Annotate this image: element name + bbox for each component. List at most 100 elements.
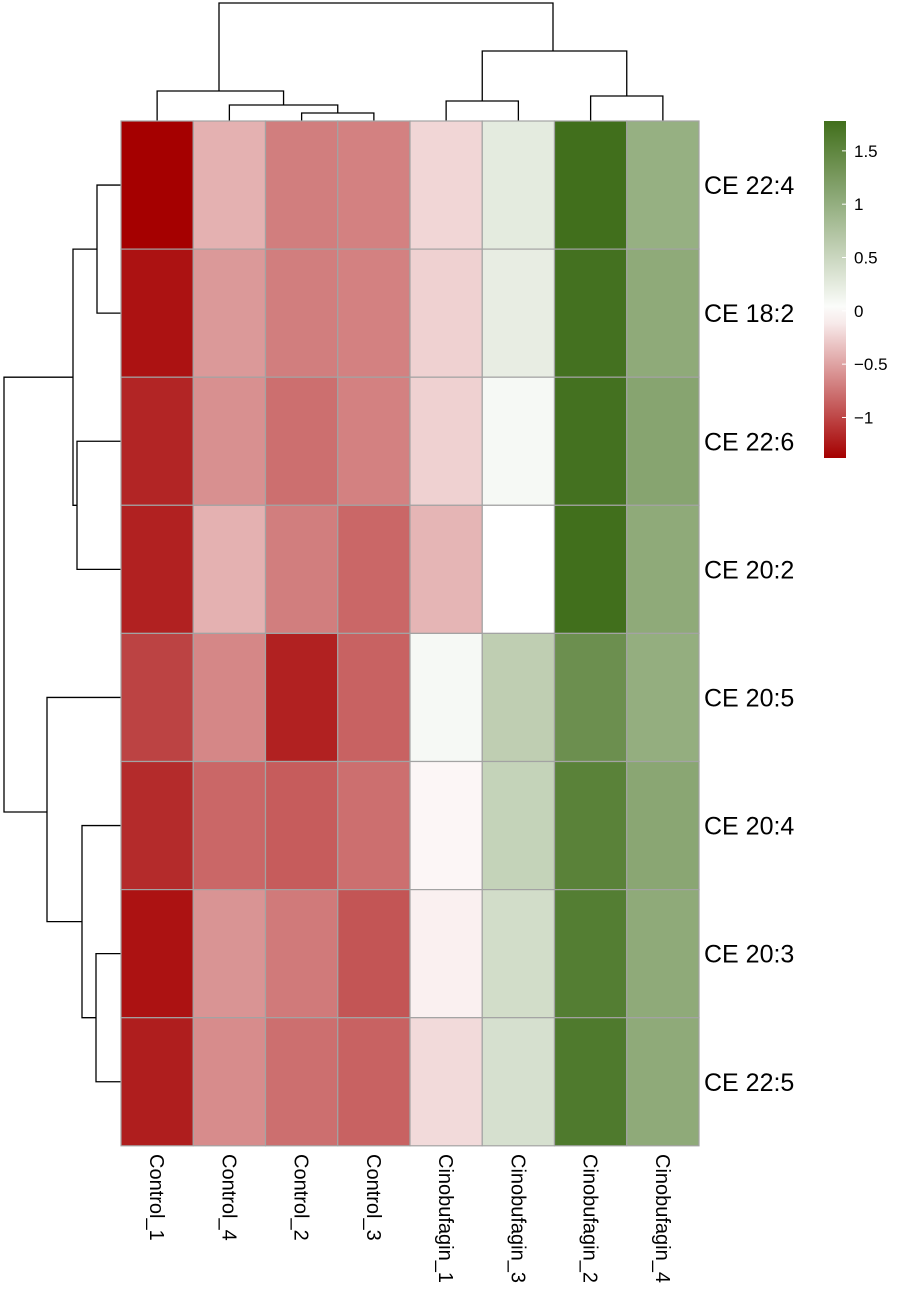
- heatmap-cell: [481, 504, 556, 634]
- heatmap-cell: [337, 888, 411, 1019]
- heatmap-cell: [626, 504, 700, 634]
- heatmap-cell: [120, 376, 194, 506]
- heatmap-cell: [626, 632, 700, 763]
- heatmap-cell: [626, 888, 700, 1019]
- heatmap-cell: [120, 504, 194, 634]
- heatmap-cell: [264, 760, 339, 891]
- heatmap-cell: [481, 376, 556, 506]
- dendrogram-branch: [589, 95, 664, 121]
- legend-tick-label: 0: [854, 302, 863, 321]
- heatmap-cell: [481, 248, 556, 378]
- heatmap-cell: [481, 1017, 556, 1147]
- heatmap-cell: [264, 504, 339, 634]
- heatmap-cell: [120, 632, 194, 763]
- heatmap-cell: [481, 120, 556, 250]
- heatmap-cell: [120, 120, 194, 250]
- heatmap-cell: [481, 888, 556, 1019]
- row-label: CE 20:2: [704, 556, 794, 584]
- heatmap-cell: [264, 376, 339, 506]
- heatmap-cell: [553, 120, 628, 250]
- heatmap-cell: [264, 632, 339, 763]
- column-label: Control_3: [362, 1154, 384, 1241]
- heatmap-cell: [264, 888, 339, 1019]
- legend-tick-label: −1: [854, 408, 873, 427]
- row-label: CE 22:5: [704, 1069, 794, 1097]
- row-label: CE 20:5: [704, 684, 794, 712]
- heatmap-cell: [264, 1017, 339, 1147]
- heatmap-cell: [120, 760, 194, 891]
- legend-ticks: 1.5 1 0.5 0 −0.5 −1: [842, 142, 888, 427]
- heatmap-cell: [626, 248, 700, 378]
- heatmap-cell: [192, 632, 267, 763]
- heatmap-cell: [553, 1017, 628, 1147]
- dendrogram-branch: [218, 2, 554, 91]
- row-labels: CE 22:4 CE 18:2 CE 22:6 CE 20:2 CE 20:5 CE 20…: [704, 172, 794, 1097]
- heatmap-cell: [120, 1017, 194, 1147]
- heatmap-cell: [337, 504, 411, 634]
- heatmap-cell: [337, 248, 411, 378]
- heatmap-cell: [120, 248, 194, 378]
- heatmap-cell: [337, 760, 411, 891]
- column-label: Cinobufagin_1: [434, 1154, 456, 1283]
- heatmap-cell: [409, 760, 483, 891]
- heatmap-cell: [192, 120, 267, 250]
- heatmap-cell: [553, 632, 628, 763]
- heatmap-cell: [409, 120, 483, 250]
- row-label: CE 18:2: [704, 300, 794, 328]
- heatmap-cell: [264, 120, 339, 250]
- legend-tick-label: 0.5: [854, 249, 878, 268]
- column-label: Control_4: [217, 1154, 239, 1241]
- legend-tick-label: 1: [854, 195, 863, 214]
- heatmap-cell: [553, 376, 628, 506]
- column-label: Cinobufagin_2: [579, 1154, 601, 1283]
- dendrogram-branch: [76, 440, 121, 570]
- heatmap-cell: [192, 760, 267, 891]
- heatmap-cell: [337, 1017, 411, 1147]
- heatmap-cell: [337, 632, 411, 763]
- heatmap-cell: [192, 1017, 267, 1147]
- column-label: Cinobufagin_3: [506, 1154, 528, 1283]
- row-dendrogram: [3, 184, 121, 1083]
- heatmap-cell: [626, 760, 700, 891]
- heatmap-cell: [626, 1017, 700, 1147]
- color-legend: 1.5 1 0.5 0 −0.5 −1: [824, 121, 888, 458]
- dendrogram-branch: [481, 50, 628, 101]
- heatmap-cell: [337, 376, 411, 506]
- dendrogram-branch: [96, 184, 121, 314]
- dendrogram-branch: [156, 90, 285, 121]
- heatmap-cell: [409, 504, 483, 634]
- heatmap-cell: [626, 376, 700, 506]
- heatmap-cell: [409, 376, 483, 506]
- heatmap-cell: [553, 760, 628, 891]
- heatmap-cell: [192, 504, 267, 634]
- column-dendrogram: [156, 2, 664, 121]
- heatmap-cell: [553, 504, 628, 634]
- heatmap-cell: [409, 888, 483, 1019]
- heatmap-cell: [192, 248, 267, 378]
- row-label: CE 22:4: [704, 172, 794, 200]
- column-label: Control_2: [290, 1154, 312, 1241]
- legend-tick-label: −0.5: [854, 355, 888, 374]
- column-labels: Control_1 Control_4 Control_2 Control_3 Cino…: [145, 1154, 673, 1283]
- heatmap-cell: [192, 376, 267, 506]
- dendrogram-branch: [46, 696, 121, 923]
- legend-tick-label: 1.5: [854, 142, 878, 161]
- column-label: Control_1: [145, 1154, 167, 1241]
- dendrogram-branch: [3, 376, 73, 813]
- row-label: CE 20:4: [704, 813, 794, 841]
- heatmap-cell: [409, 1017, 483, 1147]
- heatmap-cell: [264, 248, 339, 378]
- legend-color-bar: [824, 121, 846, 458]
- column-label: Cinobufagin_4: [651, 1154, 673, 1283]
- heatmap-cell: [481, 760, 556, 891]
- heatmap-cell: [553, 888, 628, 1019]
- dendrogram-branch: [445, 100, 520, 121]
- heatmap-cells: [120, 120, 700, 1147]
- dendrogram-branch: [81, 824, 121, 1019]
- heatmap-cell: [409, 248, 483, 378]
- dendrogram-branch: [95, 953, 121, 1083]
- row-label: CE 22:6: [704, 428, 794, 456]
- heatmap-cell: [481, 632, 556, 763]
- heatmap-cell: [626, 120, 700, 250]
